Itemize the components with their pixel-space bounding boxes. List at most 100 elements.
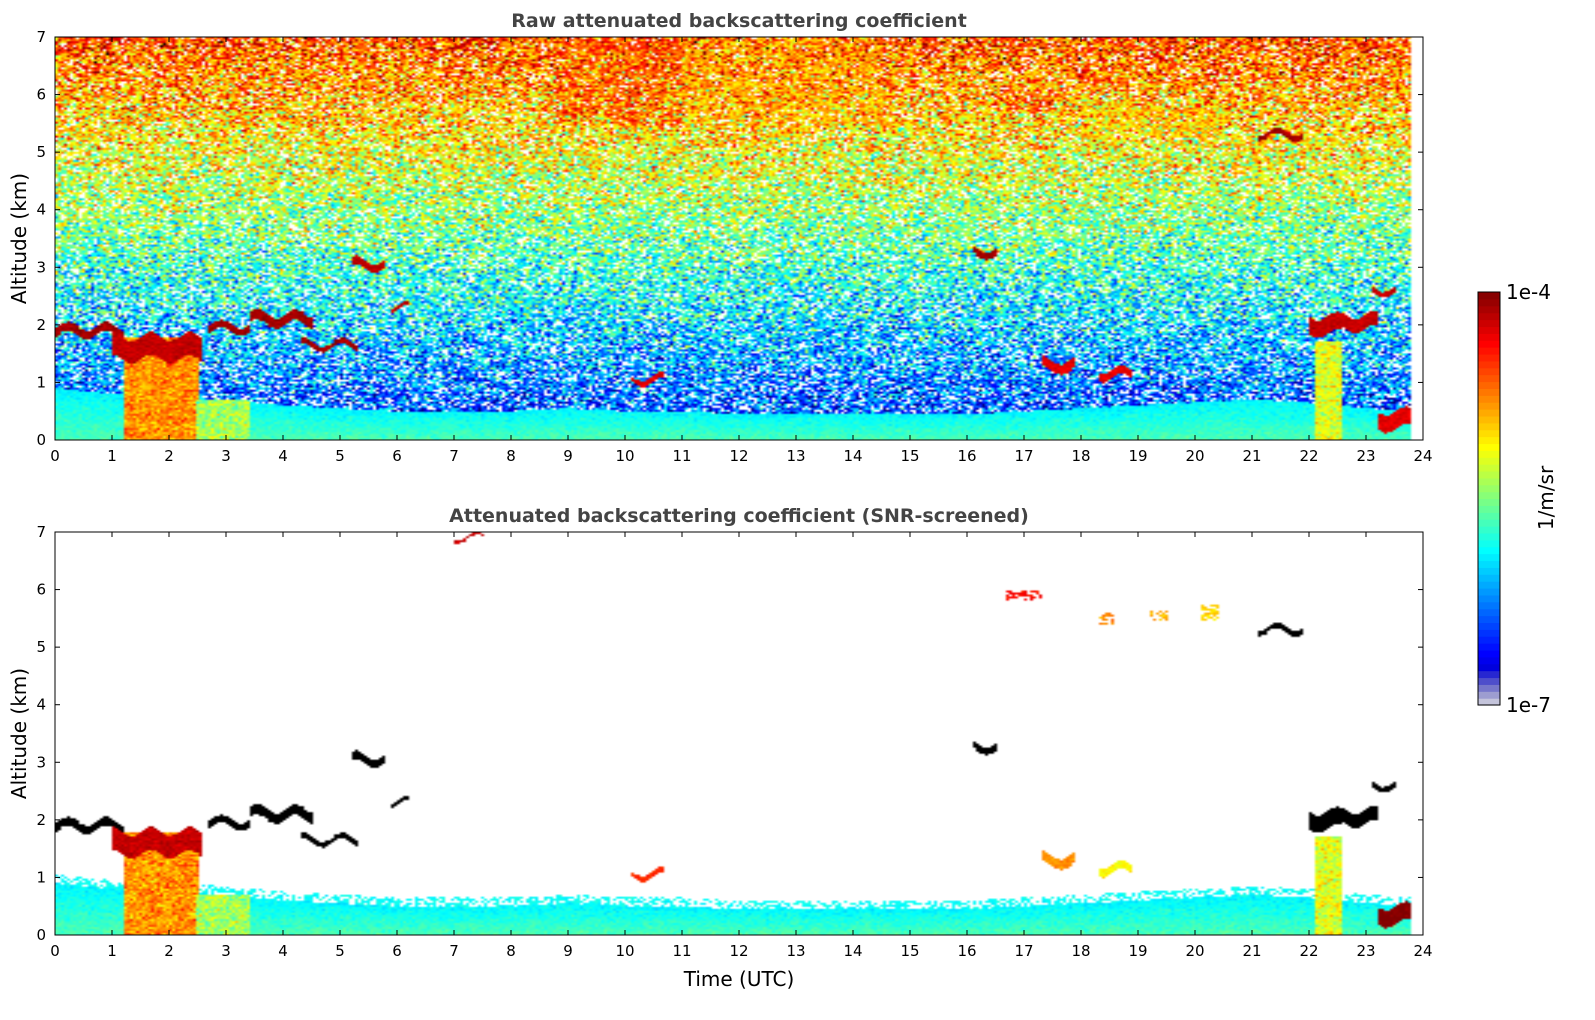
colorbar-swatch — [1478, 464, 1500, 472]
colorbar-swatch — [1478, 326, 1500, 334]
x-tick-label: 1 — [107, 447, 117, 465]
colorbar-swatch — [1478, 409, 1500, 417]
x-tick-label: 23 — [1356, 447, 1375, 465]
x-tick-label: 23 — [1356, 942, 1375, 960]
colorbar-swatch — [1478, 374, 1500, 383]
colorbar-swatch — [1478, 298, 1500, 307]
colorbar-swatch — [1478, 684, 1500, 692]
x-tick-label: 8 — [506, 942, 516, 960]
colorbar-swatch — [1478, 491, 1500, 500]
colorbar-swatch — [1478, 574, 1500, 582]
x-tick-label: 14 — [843, 447, 862, 465]
colorbar-swatch — [1478, 539, 1500, 548]
x-tick-label: 6 — [392, 942, 402, 960]
x-tick-label: 5 — [335, 942, 345, 960]
x-tick-label: 22 — [1299, 942, 1318, 960]
colorbar-swatch — [1478, 347, 1500, 355]
colorbar-swatch — [1478, 498, 1500, 506]
colorbar-frame — [1477, 291, 1501, 706]
colorbar-swatch — [1478, 629, 1500, 637]
colorbar-swatch — [1478, 677, 1500, 685]
x-tick-label: 9 — [563, 447, 573, 465]
colorbar-swatch — [1478, 422, 1500, 431]
colorbar-swatch — [1478, 546, 1500, 555]
colorbar-swatch — [1478, 615, 1500, 623]
y-tick-label: 3 — [36, 753, 46, 771]
colorbar-swatch — [1478, 519, 1500, 527]
x-tick-label: 3 — [221, 447, 231, 465]
colorbar-swatch — [1478, 402, 1500, 410]
y-tick-label: 4 — [36, 201, 46, 219]
colorbar-swatch — [1478, 443, 1500, 451]
raw-backscatter-panel: Raw attenuated backscattering coefficien… — [7, 10, 1433, 465]
x-tick-label: 7 — [449, 942, 459, 960]
x-tick-label: 15 — [900, 447, 919, 465]
x-tick-label: 5 — [335, 447, 345, 465]
y-tick-label: 4 — [36, 696, 46, 714]
colorbar-swatch — [1478, 670, 1500, 679]
x-tick-label: 17 — [1014, 942, 1033, 960]
snr-screened-panel: Attenuated backscattering coefficient (S… — [7, 505, 1433, 991]
x-tick-label: 12 — [729, 447, 748, 465]
x-axis-label: Time (UTC) — [683, 967, 795, 991]
panel-title: Raw attenuated backscattering coefficien… — [511, 10, 967, 32]
colorbar-unit-label: 1/m/sr — [1534, 465, 1558, 530]
x-tick-label: 18 — [1071, 942, 1090, 960]
colorbar-swatch — [1478, 477, 1500, 486]
x-tick-label: 0 — [50, 942, 60, 960]
x-tick-label: 13 — [786, 447, 805, 465]
axis-ticks: 0 1 2 3 4 5 6 7 8 9 10 11 12 13 14 15 16 17 18 19 20 21 22 23 24… — [36, 523, 1432, 960]
x-tick-label: 2 — [164, 942, 174, 960]
y-tick-label: 1 — [36, 373, 46, 391]
colorbar-swatch — [1478, 526, 1500, 534]
x-tick-label: 10 — [615, 942, 634, 960]
colorbar-swatch — [1478, 429, 1500, 438]
x-tick-label: 20 — [1185, 942, 1204, 960]
x-tick-label: 19 — [1128, 942, 1147, 960]
colorbar-swatch — [1478, 312, 1500, 321]
colorbar-max-label: 1e-4 — [1506, 280, 1551, 304]
x-tick-label: 16 — [957, 942, 976, 960]
y-tick-label: 5 — [36, 143, 46, 161]
y-tick-label: 5 — [36, 638, 46, 656]
colorbar-swatch — [1478, 553, 1500, 562]
colorbar-swatch — [1478, 532, 1500, 541]
colorbar-min-label: 1e-7 — [1506, 693, 1551, 717]
x-tick-label: 9 — [563, 942, 573, 960]
colorbar-swatch — [1478, 622, 1500, 630]
y-tick-label: 1 — [36, 868, 46, 886]
x-tick-label: 11 — [672, 447, 691, 465]
x-tick-label: 2 — [164, 447, 174, 465]
colorbar-swatches — [1478, 292, 1500, 706]
colorbar-swatch — [1478, 381, 1500, 389]
colorbar-swatch — [1478, 388, 1500, 396]
colorbar-swatch — [1478, 319, 1500, 328]
y-tick-label: 6 — [36, 581, 46, 599]
colorbar-swatch — [1478, 395, 1500, 403]
colorbar-swatch — [1478, 305, 1500, 314]
y-tick-label: 6 — [36, 86, 46, 104]
x-tick-label: 24 — [1413, 447, 1432, 465]
colorbar-swatch — [1478, 505, 1500, 513]
axis-ticks: 0 1 2 3 4 5 6 7 8 9 10 11 12 13 14 15 16 17 18 19 20 21 22 23 24… — [36, 28, 1432, 465]
x-tick-label: 13 — [786, 942, 805, 960]
y-tick-label: 0 — [36, 926, 46, 944]
colorbar-swatch — [1478, 656, 1500, 665]
colorbar-swatch — [1478, 587, 1500, 596]
x-tick-label: 21 — [1242, 942, 1261, 960]
colorbar-swatch — [1478, 470, 1500, 479]
backscatter-heatmap — [55, 37, 1423, 440]
x-tick-label: 11 — [672, 942, 691, 960]
colorbar-swatch — [1478, 649, 1500, 658]
x-tick-label: 0 — [50, 447, 60, 465]
colorbar-swatch — [1478, 560, 1500, 568]
y-tick-label: 3 — [36, 258, 46, 276]
x-tick-label: 1 — [107, 942, 117, 960]
x-tick-label: 12 — [729, 942, 748, 960]
colorbar-swatch — [1478, 636, 1500, 644]
colorbar-swatch — [1478, 450, 1500, 458]
x-tick-label: 18 — [1071, 447, 1090, 465]
colorbar-swatch — [1478, 415, 1500, 424]
x-tick-label: 16 — [957, 447, 976, 465]
